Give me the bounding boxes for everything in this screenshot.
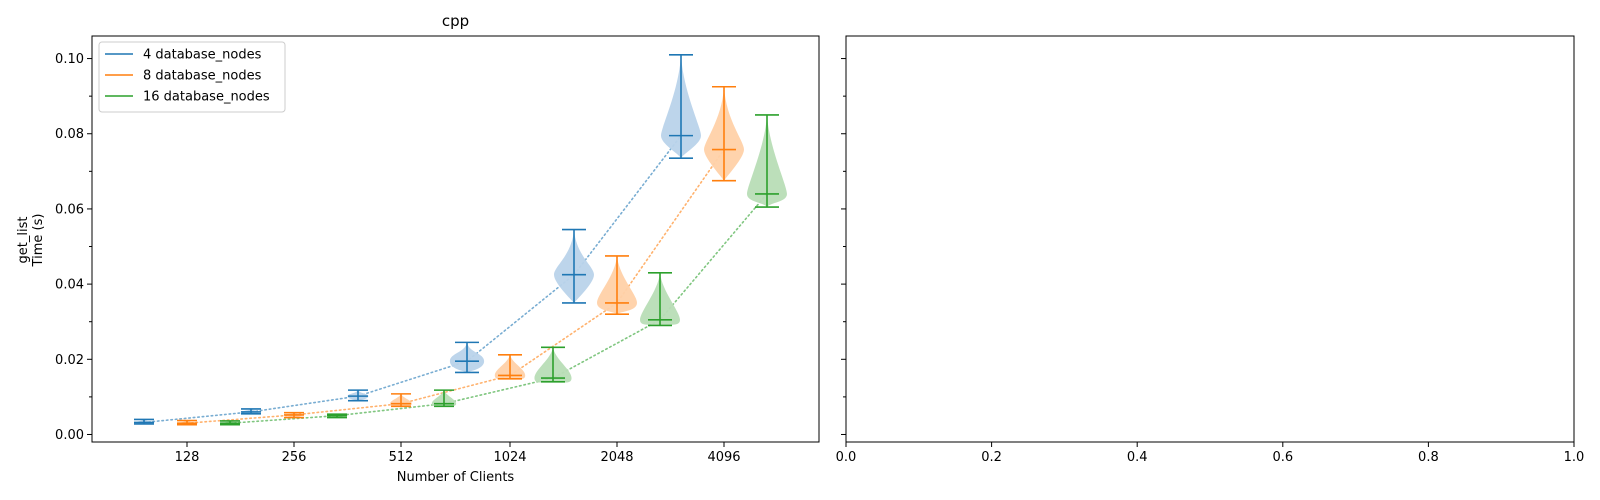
violins <box>134 53 787 426</box>
trend-line <box>143 134 682 424</box>
chart-panel-empty: 0.0 0.2 0.4 0.6 0.8 1.0 <box>836 35 1585 465</box>
x-tick-label: 1.0 <box>1564 450 1585 465</box>
plot-area <box>134 53 787 426</box>
chart-panel-cpp: cpp 0.00 0.02 0.04 0.06 0.08 0.10 128 256 512 10… <box>16 12 820 485</box>
y-tick-label: 0.06 <box>55 202 84 217</box>
x-tick-label: 0.2 <box>981 450 1002 465</box>
y-axis-label-line1: get_list <box>16 217 31 264</box>
axes-frame-empty <box>845 35 1575 443</box>
legend-label-16-nodes: 16 database_nodes <box>143 90 270 105</box>
legend-label-8-nodes: 8 database_nodes <box>143 69 262 84</box>
x-tick-label: 0.8 <box>1418 450 1439 465</box>
x-tick-label: 0.4 <box>1127 450 1148 465</box>
x-axis: 0.0 0.2 0.4 0.6 0.8 1.0 <box>836 442 1585 465</box>
y-axis-label-line2: Time (s) <box>31 214 46 268</box>
x-tick-label: 128 <box>175 450 200 465</box>
legend-label-4-nodes: 4 database_nodes <box>143 48 262 63</box>
median-trend-lines <box>143 134 768 425</box>
legend-box <box>98 41 286 113</box>
trend-line <box>186 148 725 425</box>
x-tick-label: 0.0 <box>836 450 857 465</box>
legend: 4 database_nodes 8 database_nodes 16 dat… <box>98 41 286 113</box>
x-tick-label: 256 <box>282 450 307 465</box>
y-tick-label: 0.08 <box>55 127 84 142</box>
y-tick-label: 0.00 <box>55 428 84 443</box>
x-tick-label: 512 <box>389 450 414 465</box>
x-tick-label: 2048 <box>600 450 633 465</box>
y-tick-label: 0.02 <box>55 353 84 368</box>
trend-line <box>229 193 768 425</box>
chart-title: cpp <box>442 12 469 30</box>
x-tick-label: 0.6 <box>1272 450 1293 465</box>
y-axis: 0.00 0.02 0.04 0.06 0.08 0.10 <box>55 52 92 443</box>
x-axis-label: Number of Clients <box>397 470 515 485</box>
y-tick-label: 0.04 <box>55 278 84 293</box>
x-tick-label: 1024 <box>493 450 526 465</box>
y-tick-label: 0.10 <box>55 52 84 67</box>
x-axis: 128 256 512 1024 2048 4096 <box>175 442 741 465</box>
axes-frame <box>91 35 820 443</box>
x-tick-label: 4096 <box>707 450 740 465</box>
